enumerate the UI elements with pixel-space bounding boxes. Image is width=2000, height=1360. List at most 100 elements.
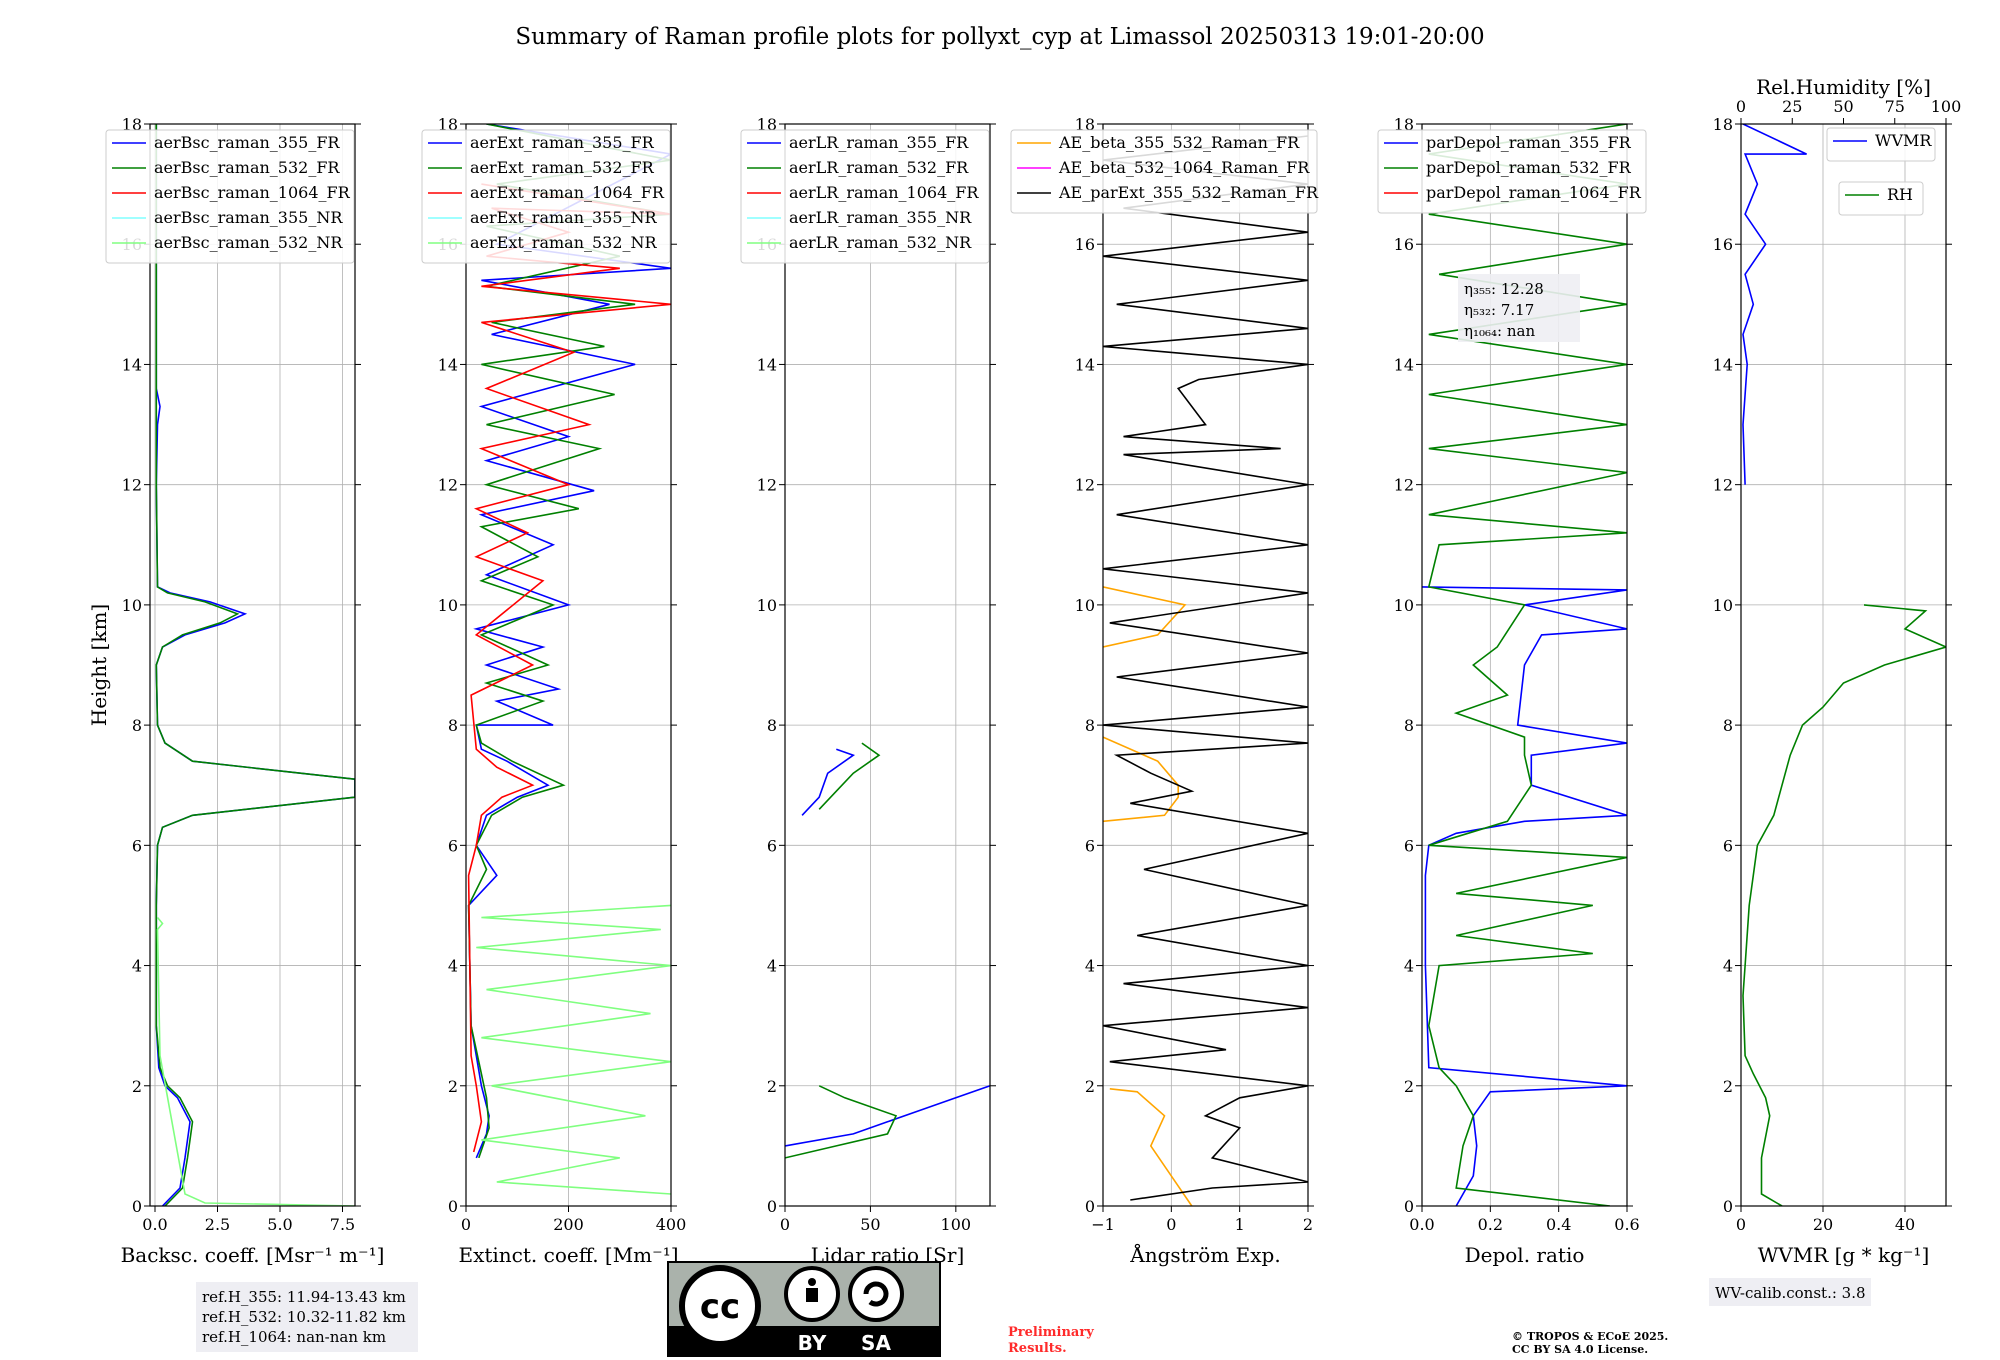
xtick-label-lr-2: 100: [941, 1215, 972, 1234]
ref-h-1064: ref.H_1064: nan-nan km: [202, 1328, 386, 1346]
ytick-label-ext-9: 18: [438, 115, 458, 134]
ytick-label-ext-4: 8: [448, 716, 458, 735]
ytick-label-depol-7: 14: [1394, 355, 1414, 374]
top-xtick-label-4: 100: [1931, 97, 1962, 116]
xlabel-wv: WVMR [g * kg⁻¹]: [1758, 1243, 1930, 1267]
ytick-label-ae-9: 18: [1075, 115, 1095, 134]
ytick-label-wv-9: 18: [1713, 115, 1733, 134]
ytick-label-wv-0: 0: [1723, 1197, 1733, 1216]
wv-calib-box: [1709, 1278, 1871, 1306]
series-ext-0: [467, 124, 671, 1159]
ytick-label-bsc-3: 6: [132, 836, 142, 855]
ytick-label-wv-3: 6: [1723, 836, 1733, 855]
series-lr-1: [785, 1085, 898, 1159]
legend-entry-ext-legend-0: aerExt_raman_355_FR: [470, 133, 655, 152]
series-ae-0: [1109, 1088, 1193, 1206]
ytick-label-ext-6: 12: [438, 476, 458, 495]
legend-box-wv-legend2: [1838, 181, 1924, 216]
sa-label: SA: [861, 1331, 891, 1355]
ytick-label-lr-6: 12: [757, 476, 777, 495]
xtick-label-ext-2: 400: [656, 1215, 687, 1234]
ytick-label-ae-5: 10: [1075, 596, 1095, 615]
panel-ext: 0200400024681012141618Extinct. coeff. [M…: [421, 115, 687, 1267]
legend-entry-depol-legend-1: parDepol_raman_532_FR: [1426, 158, 1632, 177]
preliminary-line2: Results.: [1008, 1341, 1067, 1356]
ytick-label-depol-6: 12: [1394, 476, 1414, 495]
top-xtick-label-0: 0: [1736, 97, 1746, 116]
xtick-label-ext-0: 0: [461, 1215, 471, 1234]
ytick-label-wv-1: 2: [1723, 1077, 1733, 1096]
series-ae-2: [1103, 586, 1187, 648]
legend-entry-wv-legend2-0: RH: [1887, 185, 1913, 204]
frame-ae: [1102, 123, 1309, 1207]
ylabel-bsc: Height [km]: [87, 604, 111, 726]
ytick-label-wv-5: 10: [1713, 596, 1733, 615]
ytick-label-bsc-5: 10: [122, 596, 142, 615]
ytick-label-wv-4: 8: [1723, 716, 1733, 735]
ref-height-box: ref.H_355: 11.94-13.43 km ref.H_532: 10.…: [196, 1282, 418, 1352]
ytick-label-ae-7: 14: [1075, 355, 1095, 374]
ytick-label-ext-7: 14: [438, 355, 458, 374]
ytick-label-ae-6: 12: [1075, 476, 1095, 495]
legend-entry-ext-legend-2: aerExt_raman_1064_FR: [470, 183, 665, 202]
series-depol-0: [1422, 586, 1627, 1206]
legend-entry-lr-legend-0: aerLR_raman_355_FR: [789, 133, 969, 152]
xlabel-depol: Depol. ratio: [1465, 1243, 1585, 1267]
series-bsc-2: [156, 916, 355, 1206]
legend-box-bsc-legend: [105, 129, 355, 264]
sa-recycle-icon: [848, 1266, 904, 1322]
panel-wv: 0 20 40 0 2 4 6 8 10 12 14 16 18 WVMR [g * kg⁻¹] 0 25 50…: [1709, 75, 1961, 1306]
xtick-label-bsc-3: 7.5: [330, 1215, 355, 1234]
ytick-label-lr-3: 6: [767, 836, 777, 855]
frame-bsc: [149, 123, 356, 1207]
panel-bsc: 0.02.55.07.5024681012141618Backsc. coeff…: [87, 115, 384, 1267]
xtick-label-ae-2: 1: [1235, 1215, 1245, 1234]
ytick-label-bsc-2: 4: [132, 957, 142, 976]
xtick-label-depol-3: 0.6: [1614, 1215, 1639, 1234]
panel-depol: 0.0 0.2 0.4 0.6 0 2 4 6 8 10 12 14 16 18 Depol. ratio p…: [1377, 115, 1647, 1267]
ytick-label-ext-1: 2: [448, 1077, 458, 1096]
panel-lr: 050100024681012141618Lidar ratio [Sr]aer…: [740, 115, 996, 1267]
ytick-label-depol-0: 0: [1404, 1197, 1414, 1216]
top-xtick-label-3: 75: [1885, 97, 1905, 116]
legend-box-lr-legend: [740, 129, 990, 264]
ytick-label-lr-2: 4: [767, 957, 777, 976]
top-xtick-label-2: 50: [1833, 97, 1853, 116]
ytick-label-ae-8: 16: [1075, 235, 1095, 254]
legend-entry-wv-legend-0: WVMR: [1875, 131, 1932, 150]
ytick-label-bsc-9: 18: [122, 115, 142, 134]
ytick-label-depol-5: 10: [1394, 596, 1414, 615]
ytick-label-depol-3: 6: [1404, 836, 1414, 855]
ytick-label-wv-7: 14: [1713, 355, 1733, 374]
ytick-label-depol-2: 4: [1404, 957, 1414, 976]
ytick-label-lr-1: 2: [767, 1077, 777, 1096]
xlabel-ext: Extinct. coeff. [Mm⁻¹]: [458, 1243, 678, 1267]
legend-entry-ae-legend-1: AE_beta_532_1064_Raman_FR: [1058, 158, 1310, 177]
frame-wv: [1740, 123, 1947, 1207]
copyright-line1: © TROPOS & ECoE 2025.: [1512, 1330, 1668, 1343]
xtick-label-wv-2: 40: [1895, 1215, 1915, 1234]
ytick-label-depol-8: 16: [1394, 235, 1414, 254]
xtick-label-bsc-2: 5.0: [267, 1215, 292, 1234]
legend-entry-ae-legend-0: AE_beta_355_532_Raman_FR: [1058, 133, 1300, 152]
ytick-label-bsc-7: 14: [122, 355, 142, 374]
ytick-label-ae-2: 4: [1085, 957, 1095, 976]
ytick-label-wv-2: 4: [1723, 957, 1733, 976]
legend-box-ae-legend: [1010, 129, 1318, 214]
legend-box-ext-legend: [421, 129, 671, 264]
legend-entry-bsc-legend-1: aerBsc_raman_532_FR: [154, 158, 340, 177]
eta-2: η₁₀₆₄: nan: [1464, 322, 1535, 340]
legend-entry-bsc-legend-3: aerBsc_raman_355_NR: [154, 208, 343, 227]
chart-title: Summary of Raman profile plots for polly…: [515, 24, 1484, 50]
by-label: BY: [798, 1331, 827, 1355]
ytick-label-depol-9: 18: [1394, 115, 1414, 134]
ref-h-355: ref.H_355: 11.94-13.43 km: [202, 1288, 406, 1306]
series-wv-0: [1742, 124, 1807, 485]
top-xlabel: Rel.Humidity [%]: [1756, 75, 1931, 99]
xtick-label-bsc-1: 2.5: [205, 1215, 230, 1234]
xtick-label-ext-1: 200: [553, 1215, 584, 1234]
legend-entry-ext-legend-1: aerExt_raman_532_FR: [470, 158, 655, 177]
cc-by-sa-logo: cc BY SA: [667, 1261, 941, 1357]
